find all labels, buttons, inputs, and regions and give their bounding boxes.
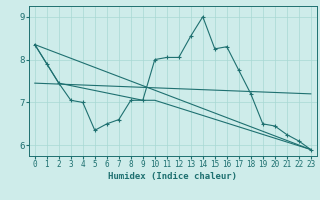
X-axis label: Humidex (Indice chaleur): Humidex (Indice chaleur) — [108, 172, 237, 181]
